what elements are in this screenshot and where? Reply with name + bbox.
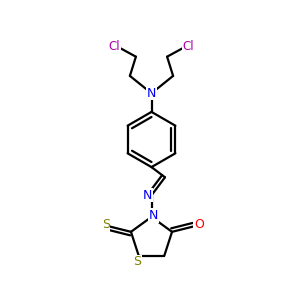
Text: O: O [194, 218, 204, 231]
Text: S: S [133, 256, 141, 268]
Text: S: S [102, 218, 110, 231]
Text: Cl: Cl [109, 40, 120, 53]
Text: N: N [147, 87, 156, 100]
Text: N: N [143, 189, 153, 202]
Text: Cl: Cl [183, 40, 194, 53]
Text: N: N [149, 209, 158, 222]
